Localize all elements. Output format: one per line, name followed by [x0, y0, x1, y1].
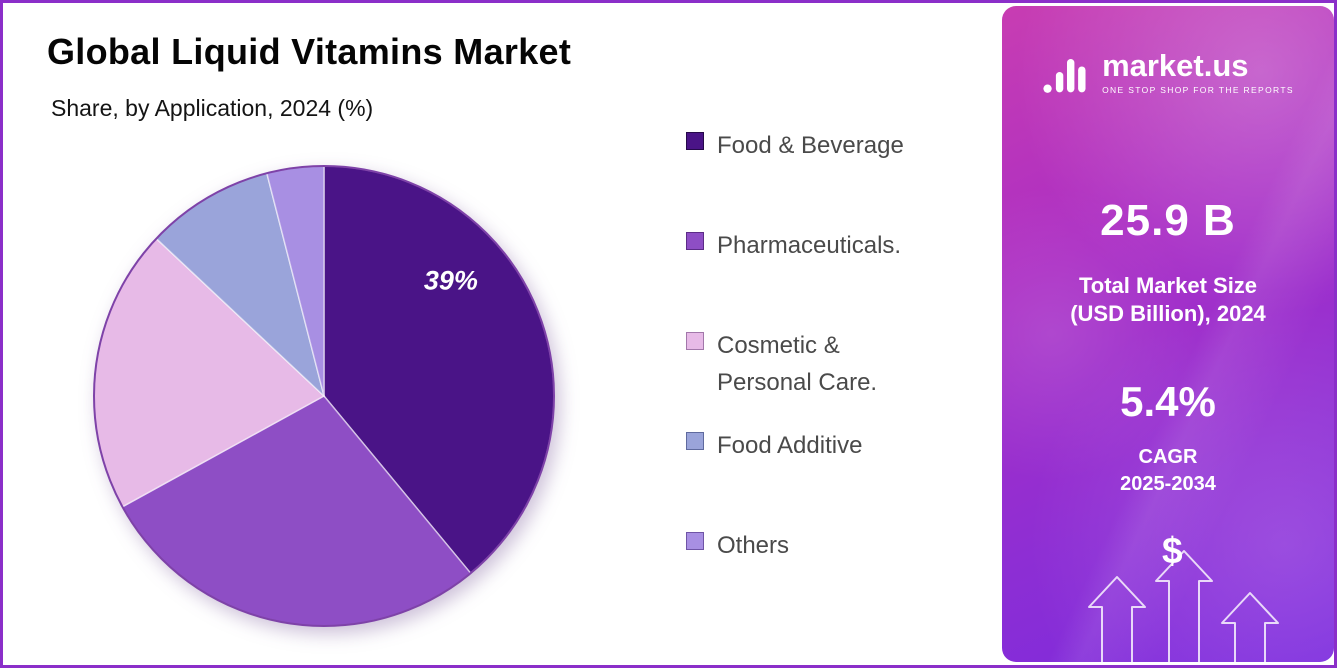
legend-swatch — [686, 332, 704, 350]
logo-name: market.us — [1102, 47, 1249, 83]
legend-label: Pharmaceuticals. — [717, 232, 902, 259]
pie-outline — [93, 165, 555, 627]
legend-item: Food Additive — [686, 427, 929, 459]
pie-chart: 39% — [93, 165, 555, 627]
legend-item: Food & Beverage — [686, 127, 929, 159]
market-size-label-line1: Total Market Size — [1078, 273, 1258, 298]
legend-label: Others — [717, 532, 790, 559]
legend-swatch — [686, 232, 704, 250]
legend-label: Cosmetic & Personal Care. — [717, 332, 878, 397]
cagr-label-line1: CAGR — [1138, 446, 1198, 468]
legend-item: Pharmaceuticals. — [686, 227, 929, 259]
cagr-label: CAGR 2025-2034 — [1002, 444, 1334, 498]
market-size-value: 25.9 B — [1100, 196, 1236, 245]
legend-label: Food Additive — [717, 432, 863, 459]
page-title: Global Liquid Vitamins Market — [47, 31, 572, 72]
pie-data-label: 39% — [424, 266, 478, 296]
legend-swatch — [686, 432, 704, 450]
dollar-icon: $ — [1162, 530, 1183, 571]
legend-swatch — [686, 132, 704, 150]
chart-subtitle: Share, by Application, 2024 (%) — [51, 95, 374, 121]
logo-texts: market.us ONE STOP SHOP FOR THE REPORTS — [1102, 50, 1294, 95]
market-size-label-line2: (USD Billion), 2024 — [1070, 301, 1266, 327]
growth-arrows-icon — [1088, 550, 1279, 662]
cagr-value: 5.4% — [1120, 378, 1216, 425]
logo-tagline: ONE STOP SHOP FOR THE REPORTS — [1102, 84, 1294, 95]
market-size-label: Total Market Size (USD Billion), 2024 — [1002, 272, 1334, 328]
legend-item: Cosmetic & Personal Care. — [686, 327, 929, 396]
market-us-logo-mark — [1043, 59, 1086, 93]
legend-swatch — [686, 532, 704, 550]
market-us-logo: market.us ONE STOP SHOP FOR THE REPORTS — [1002, 48, 1334, 96]
legend-item: Others — [686, 527, 929, 559]
chart-legend: Food & Beverage Pharmaceuticals. Cosmetic … — [686, 127, 929, 627]
cagr-label-line2: 2025-2034 — [1120, 473, 1216, 495]
legend-label: Food & Beverage — [717, 132, 904, 159]
side-panel: market.us ONE STOP SHOP FOR THE REPORTS … — [1002, 6, 1334, 662]
